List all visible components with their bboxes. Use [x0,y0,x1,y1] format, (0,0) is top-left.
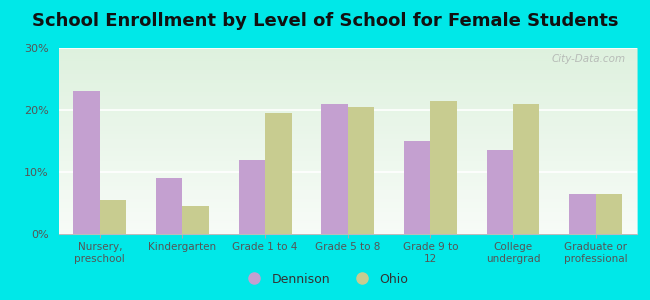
Legend: Dennison, Ohio: Dennison, Ohio [237,268,413,291]
Bar [430,101,457,234]
Bar [348,107,374,234]
Bar [321,104,348,234]
Bar [156,178,183,234]
Bar [513,104,540,234]
Bar [239,160,265,234]
Bar [100,200,126,234]
Bar [487,150,513,234]
Bar [404,141,430,234]
Text: School Enrollment by Level of School for Female Students: School Enrollment by Level of School for… [32,12,618,30]
Text: City-Data.com: City-Data.com [551,54,625,64]
Bar [73,92,100,234]
Bar [569,194,595,234]
Bar [183,206,209,234]
Bar [265,113,292,234]
Bar [595,194,622,234]
